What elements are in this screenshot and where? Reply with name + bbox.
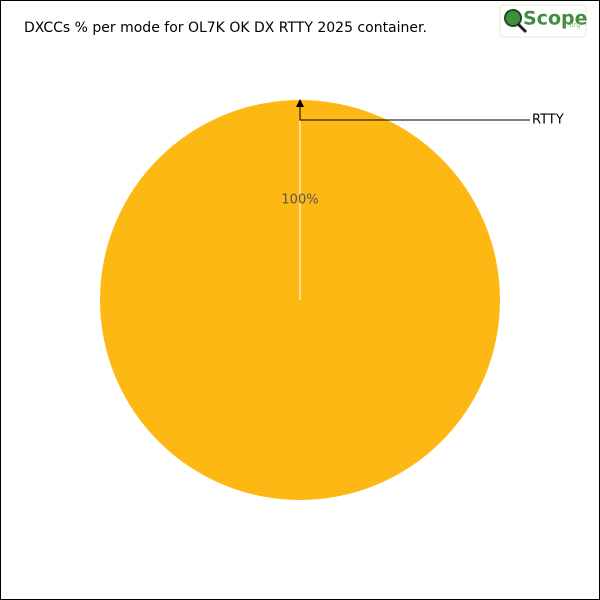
logo-suffix: .org — [567, 21, 581, 29]
logo-text: Scope — [523, 8, 588, 30]
value-label: 100% — [281, 193, 318, 208]
logo-icon-handle — [516, 22, 528, 34]
leader-line — [296, 99, 530, 121]
chart-title: DXCCs % per mode for OL7K OK DX RTTY 202… — [24, 20, 427, 36]
logo-icon — [504, 9, 522, 27]
logo: Scope .org — [499, 4, 588, 38]
category-label: RTTY — [532, 113, 564, 128]
